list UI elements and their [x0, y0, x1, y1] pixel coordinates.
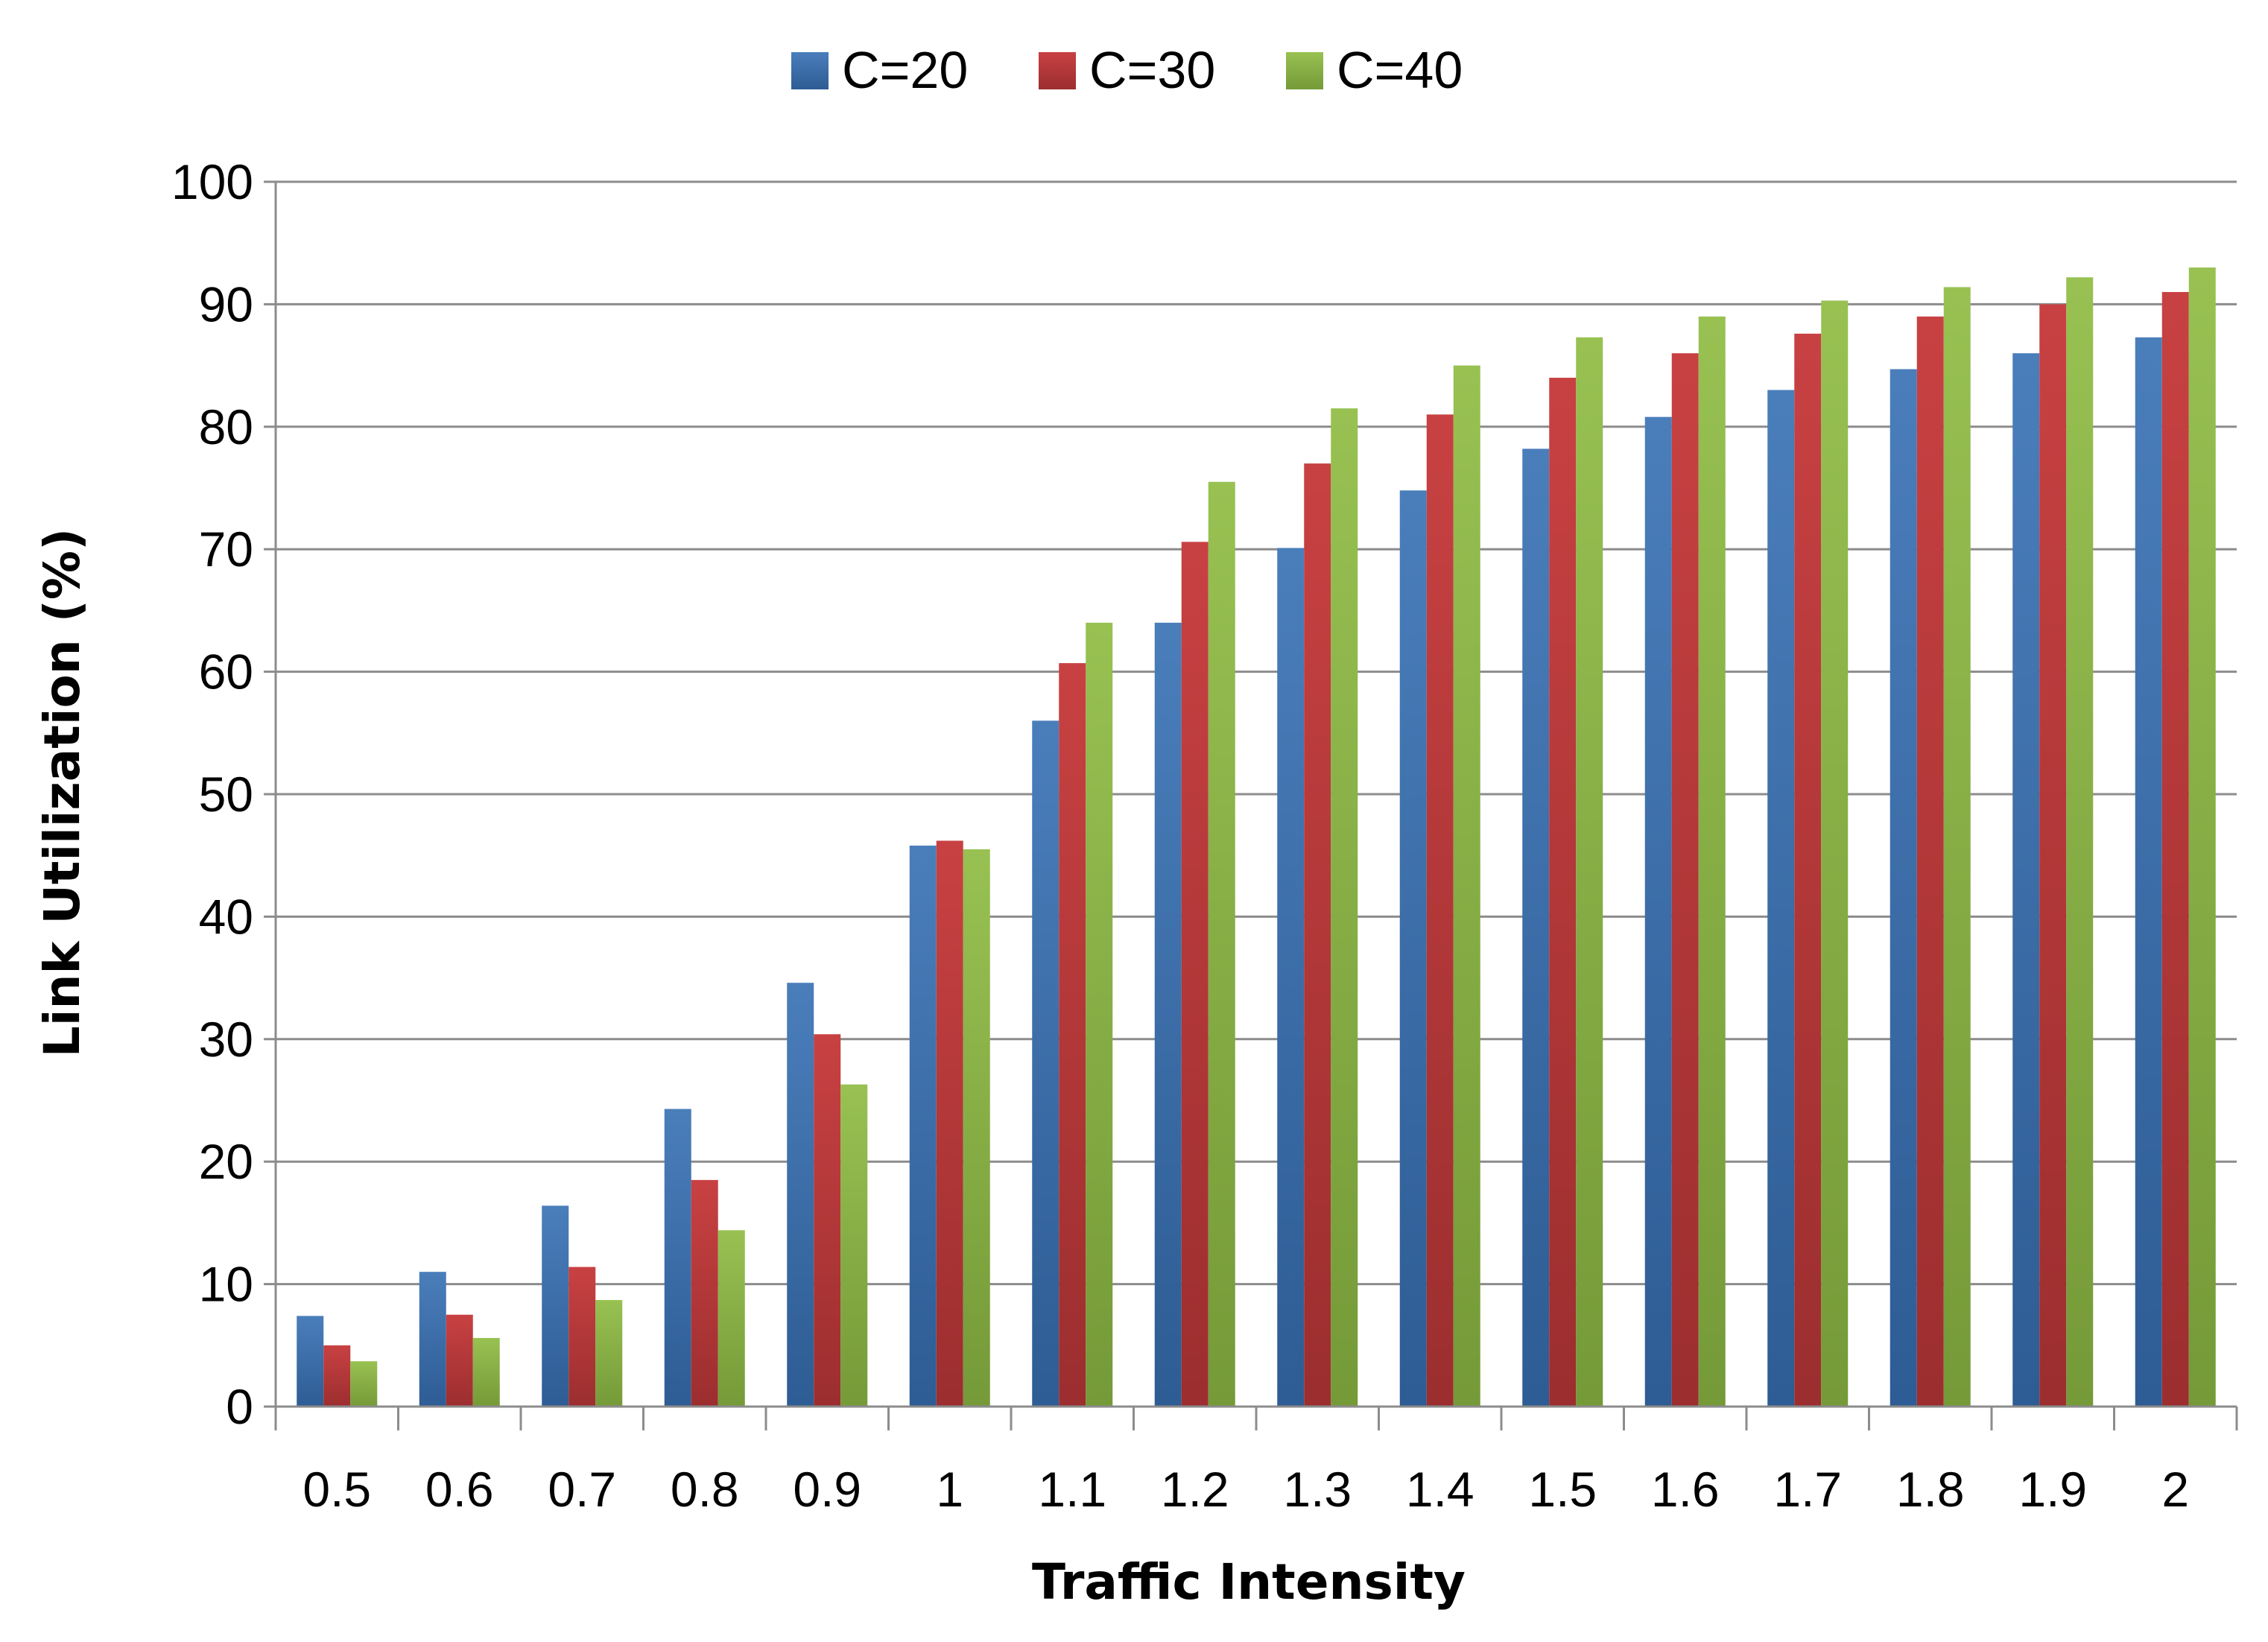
bar-c40-2: [2188, 267, 2216, 1407]
y-tick-label: 20: [199, 1134, 253, 1189]
x-tick-label: 0.5: [302, 1462, 371, 1517]
bar-c30-2: [2161, 291, 2189, 1407]
y-tick-label: 30: [199, 1012, 253, 1067]
x-tick-label: 0.9: [793, 1462, 861, 1517]
x-tick-label: 1: [936, 1462, 963, 1517]
legend-label: C=30: [1089, 41, 1215, 99]
bars: [297, 267, 2216, 1407]
bar-c30-1.9: [2039, 304, 2067, 1407]
bar-c40-1: [963, 849, 990, 1407]
bar-c30-1.6: [1671, 353, 1699, 1407]
bar-c30-0.8: [691, 1179, 718, 1407]
x-tick-label: 1.6: [1651, 1462, 1720, 1517]
legend: C=20 C=30 C=40: [791, 41, 1463, 99]
legend-swatch: [791, 52, 829, 89]
bar-c40-1.2: [1208, 481, 1235, 1407]
bar-c30-1.5: [1549, 378, 1577, 1407]
bar-c30-1.3: [1304, 463, 1331, 1407]
bar-c20-1.2: [1154, 622, 1182, 1407]
bar-c20-1.6: [1644, 416, 1672, 1407]
legend-label: C=40: [1337, 41, 1463, 99]
bar-c20-1.1: [1032, 720, 1059, 1407]
bar-c20-2: [2135, 337, 2162, 1407]
bar-c40-0.7: [595, 1299, 623, 1407]
bar-c20-1.9: [2012, 353, 2040, 1407]
y-axis-title: Link Utilization (%): [34, 528, 91, 1057]
bar-c20-1.7: [1767, 390, 1795, 1407]
bar-c30-1.8: [1916, 316, 1944, 1407]
legend-label: C=20: [842, 41, 968, 99]
x-tick-label: 1.2: [1161, 1462, 1229, 1517]
bar-c40-0.9: [840, 1084, 868, 1407]
bar-c20-1: [909, 846, 937, 1407]
bar-c30-0.6: [446, 1314, 473, 1407]
bar-c20-0.7: [542, 1205, 569, 1407]
x-tick-label: 1.5: [1528, 1462, 1597, 1517]
bar-c20-1.8: [1890, 369, 1917, 1407]
bar-c40-1.1: [1086, 622, 1113, 1407]
axes: [264, 180, 2238, 1430]
bar-c40-1.3: [1331, 408, 1358, 1407]
bar-c20-0.5: [297, 1316, 324, 1407]
y-tick-labels: 0 10 20 30 40 50 60 70 80 90 100: [171, 154, 253, 1434]
bar-c20-1.4: [1399, 490, 1427, 1407]
bar-c20-0.8: [664, 1109, 691, 1407]
x-tick-label: 0.7: [548, 1462, 616, 1517]
y-tick-label: 10: [199, 1257, 253, 1312]
bar-c20-0.9: [787, 983, 814, 1407]
x-tick-label: 0.6: [425, 1462, 494, 1517]
y-tick-label: 100: [171, 154, 253, 209]
bar-c30-1.4: [1426, 414, 1454, 1407]
y-tick-label: 70: [199, 522, 253, 577]
legend-swatch: [1286, 52, 1323, 89]
bar-c40-0.5: [350, 1361, 378, 1407]
bar-c30-0.7: [568, 1267, 596, 1407]
x-tick-label: 1.1: [1038, 1462, 1106, 1517]
bar-c40-1.4: [1453, 365, 1480, 1407]
bar-c30-1.2: [1181, 542, 1209, 1407]
bar-c30-1.7: [1794, 333, 1822, 1407]
bar-c30-1: [936, 840, 963, 1407]
bar-c40-1.8: [1943, 287, 1971, 1407]
bar-c40-1.7: [1821, 300, 1849, 1407]
x-tick-labels: 0.5 0.6 0.7 0.8 0.9 1 1.1 1.2 1.3 1.4 1.5 1.6 1.7 1.8…: [302, 1462, 2189, 1517]
bar-c20-0.6: [419, 1272, 446, 1407]
bar-c30-0.9: [814, 1034, 841, 1407]
x-tick-label: 1.7: [1773, 1462, 1842, 1517]
x-tick-label: 1.8: [1896, 1462, 1965, 1517]
y-tick-label: 90: [199, 276, 253, 332]
bar-c30-0.5: [323, 1345, 351, 1407]
y-tick-label: 80: [199, 399, 253, 454]
bar-c40-1.6: [1698, 316, 1726, 1407]
y-tick-label: 0: [226, 1379, 253, 1434]
y-tick-label: 40: [199, 889, 253, 944]
bar-c40-1.9: [2066, 277, 2094, 1407]
y-tick-label: 50: [199, 767, 253, 822]
bar-c40-0.8: [718, 1230, 745, 1407]
x-tick-label: 1.4: [1406, 1462, 1474, 1517]
x-tick-label: 2: [2161, 1462, 2189, 1517]
gridlines: [276, 180, 2237, 1286]
x-axis-title: Traffic Intensity: [1032, 1553, 1466, 1611]
x-tick-label: 1.3: [1283, 1462, 1352, 1517]
bar-c40-1.5: [1576, 337, 1603, 1407]
legend-swatch: [1039, 52, 1076, 89]
bar-c40-0.6: [472, 1337, 500, 1407]
bar-c30-1.1: [1059, 663, 1086, 1407]
x-tick-label: 0.8: [671, 1462, 739, 1517]
bar-c20-1.3: [1277, 548, 1305, 1407]
x-tick-label: 1.9: [2018, 1462, 2087, 1517]
bar-c20-1.5: [1522, 448, 1550, 1407]
y-tick-label: 60: [199, 644, 253, 700]
